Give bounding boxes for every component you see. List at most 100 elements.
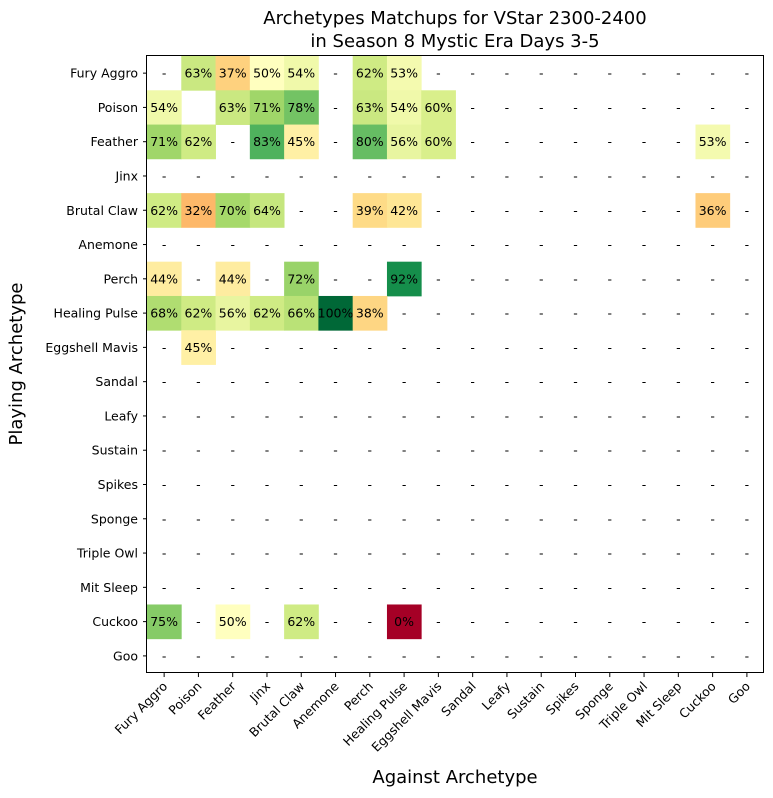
cell-label: 44% bbox=[150, 271, 178, 286]
cell-label: - bbox=[608, 443, 613, 458]
cell-label: - bbox=[676, 340, 681, 355]
cell-label: 62% bbox=[185, 134, 213, 149]
cell-label: - bbox=[368, 546, 373, 561]
cell-label: - bbox=[402, 511, 407, 526]
cell-label: 62% bbox=[287, 614, 315, 629]
cell-label: - bbox=[745, 477, 750, 492]
cell-label: - bbox=[745, 374, 750, 389]
cell-label: 70% bbox=[219, 203, 247, 218]
cell-label: - bbox=[470, 580, 475, 595]
cell-label: - bbox=[402, 648, 407, 663]
cell-label: - bbox=[745, 168, 750, 183]
cell-label: - bbox=[745, 271, 750, 286]
heatmap-cell bbox=[284, 56, 319, 91]
cell-label: 39% bbox=[356, 203, 384, 218]
cell-label: 0% bbox=[394, 614, 414, 629]
heatmap-cell bbox=[181, 295, 216, 331]
y-tick-label: Goo bbox=[113, 648, 138, 663]
heatmap-cell bbox=[249, 56, 285, 91]
heatmap-cell bbox=[249, 124, 285, 160]
cell-label: - bbox=[402, 443, 407, 458]
cell-label: - bbox=[505, 511, 510, 526]
heatmap-cell bbox=[352, 124, 388, 160]
cell-label: 71% bbox=[150, 134, 178, 149]
cell-label: - bbox=[539, 271, 544, 286]
cell-label: - bbox=[368, 443, 373, 458]
cell-label: - bbox=[196, 546, 201, 561]
cell-label: - bbox=[539, 443, 544, 458]
cell-label: - bbox=[265, 237, 270, 252]
y-tick-label: Feather bbox=[90, 134, 138, 149]
cell-label: - bbox=[299, 648, 304, 663]
cell-label: - bbox=[676, 374, 681, 389]
cell-label: - bbox=[470, 203, 475, 218]
cell-label: - bbox=[573, 66, 578, 81]
cell-label: - bbox=[196, 511, 201, 526]
cell-label: - bbox=[470, 168, 475, 183]
cell-label: - bbox=[299, 511, 304, 526]
cell-label: - bbox=[265, 648, 270, 663]
cell-label: - bbox=[470, 614, 475, 629]
heatmap-cell bbox=[249, 193, 285, 228]
cell-label: - bbox=[642, 271, 647, 286]
cell-label: - bbox=[505, 648, 510, 663]
cell-label: - bbox=[196, 648, 201, 663]
cell-label: 80% bbox=[356, 134, 384, 149]
cell-label: - bbox=[299, 237, 304, 252]
heatmap-cell bbox=[147, 604, 182, 640]
cell-label: - bbox=[505, 408, 510, 423]
cell-label: - bbox=[470, 408, 475, 423]
cell-label: - bbox=[573, 477, 578, 492]
y-tick-label: Triple Owl bbox=[76, 546, 138, 561]
cell-label: - bbox=[608, 340, 613, 355]
cell-label: - bbox=[162, 374, 167, 389]
heatmap-cell bbox=[352, 295, 388, 331]
cell-label: - bbox=[573, 546, 578, 561]
cell-label: - bbox=[505, 203, 510, 218]
cell-label: - bbox=[436, 271, 441, 286]
cell-label: 64% bbox=[253, 203, 281, 218]
cell-label: 54% bbox=[390, 100, 418, 115]
cell-label: - bbox=[333, 648, 338, 663]
cell-label: 63% bbox=[185, 66, 213, 81]
x-tick-label: Jinx bbox=[246, 679, 273, 706]
cell-label: - bbox=[436, 168, 441, 183]
heatmap-cell bbox=[284, 124, 319, 160]
cell-label: - bbox=[642, 306, 647, 321]
cell-label: - bbox=[608, 477, 613, 492]
cell-label: - bbox=[230, 580, 235, 595]
y-axis: Fury Aggro Poison Feather Jinx Brutal Claw An… bbox=[45, 66, 147, 663]
cell-label: - bbox=[745, 614, 750, 629]
cell-label: - bbox=[710, 580, 715, 595]
cell-label: - bbox=[265, 546, 270, 561]
y-tick-label: Poison bbox=[98, 100, 138, 115]
cell-label: - bbox=[642, 237, 647, 252]
heatmap-cell bbox=[147, 124, 182, 160]
cell-label: - bbox=[505, 66, 510, 81]
cell-label: - bbox=[608, 408, 613, 423]
cell-label: - bbox=[505, 100, 510, 115]
cell-label: - bbox=[333, 203, 338, 218]
cell-label: - bbox=[642, 340, 647, 355]
cell-label: - bbox=[676, 271, 681, 286]
cell-label: - bbox=[333, 580, 338, 595]
cell-label: - bbox=[436, 511, 441, 526]
cell-label: - bbox=[539, 203, 544, 218]
cell-label: - bbox=[539, 511, 544, 526]
cell-label: - bbox=[676, 477, 681, 492]
cell-label: - bbox=[196, 477, 201, 492]
heatmap-cell bbox=[695, 193, 731, 228]
cell-label: 56% bbox=[390, 134, 418, 149]
cell-label: - bbox=[745, 134, 750, 149]
heatmap-cell bbox=[386, 193, 422, 228]
cell-label: - bbox=[436, 66, 441, 81]
cell-label: - bbox=[505, 374, 510, 389]
heatmap-cell bbox=[352, 90, 388, 125]
cell-label: - bbox=[745, 306, 750, 321]
cell-label: - bbox=[299, 203, 304, 218]
cell-label: - bbox=[299, 340, 304, 355]
cell-label: - bbox=[745, 511, 750, 526]
cell-label: - bbox=[196, 408, 201, 423]
cell-label: - bbox=[710, 168, 715, 183]
